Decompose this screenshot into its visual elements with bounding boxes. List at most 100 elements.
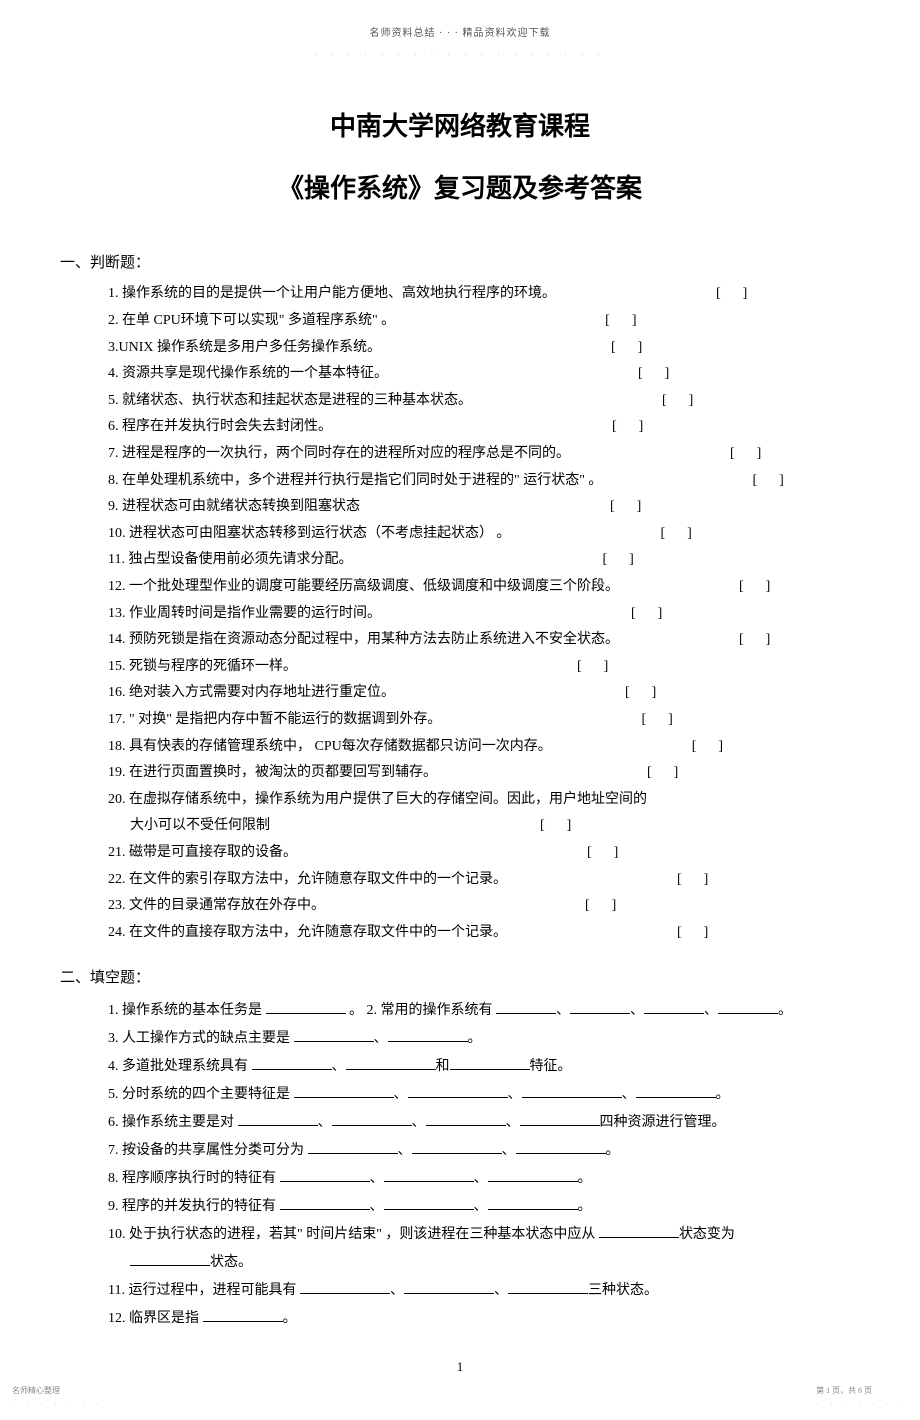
answer-bracket: [ ] xyxy=(647,760,682,787)
period: 。 xyxy=(606,1143,620,1158)
blank xyxy=(280,1196,370,1210)
fill-q4: 4. 多道批处理系统具有 、和特征。 xyxy=(108,1053,860,1081)
blank xyxy=(203,1308,283,1322)
period: 。 xyxy=(716,1087,730,1102)
blank xyxy=(384,1196,474,1210)
judge-row: 8. 在单处理机系统中，多个进程并行执行是指它们同时处于进程的" 运行状态" 。… xyxy=(108,468,860,495)
answer-bracket: [ ] xyxy=(577,654,612,681)
footer-right: 第 1 页，共 6 页 · · · · · · · xyxy=(816,1383,908,1411)
answer-bracket: [ ] xyxy=(585,893,620,920)
fill-q12: 12. 临界区是指 。 xyxy=(108,1305,860,1333)
fill-q10-sub: 状态。 xyxy=(108,1249,860,1277)
answer-bracket: [ ] xyxy=(692,734,727,761)
judge-row: 18. 具有快表的存储管理系统中， CPU每次存储数据都只访问一次内存。[ ] xyxy=(108,734,860,761)
blank xyxy=(426,1112,506,1126)
blank xyxy=(388,1028,468,1042)
sep: 、 xyxy=(318,1115,332,1130)
sep: 、 xyxy=(508,1087,522,1102)
answer-bracket: [ ] xyxy=(605,308,640,335)
sep: 、 xyxy=(370,1171,384,1186)
judge-row: 3.UNIX 操作系统是多用户多任务操作系统。 [ ] xyxy=(108,335,860,362)
blank xyxy=(570,1000,630,1014)
doc-top-dots: · · · · · · · · · · · · · · · · · · xyxy=(60,47,860,62)
judge-text: 7. 进程是程序的一次执行，两个同时存在的进程所对应的程序总是不同的。 xyxy=(108,446,570,461)
judge-text: 12. 一个批处理型作业的调度可能要经历高级调度、低级调度和中级调度三个阶段。 xyxy=(108,579,619,594)
judge-text: 21. 磁带是可直接存取的设备。 xyxy=(108,845,297,860)
judge-row: 24. 在文件的直接存取方法中，允许随意存取文件中的一个记录。[ ] xyxy=(108,920,860,947)
blank xyxy=(308,1140,398,1154)
answer-bracket: [ ] xyxy=(625,680,660,707)
blank xyxy=(636,1084,716,1098)
judge-text: 5. 就绪状态、执行状态和挂起状态是进程的三种基本状态。 xyxy=(108,393,472,408)
answer-bracket: [ ] xyxy=(752,468,787,495)
sep: 、 xyxy=(474,1199,488,1214)
judge-items: 1. 操作系统的目的是提供一个让用户能方便地、高效地执行程序的环境。[ ]2. … xyxy=(60,281,860,946)
fill-q5-text: 5. 分时系统的四个主要特征是 xyxy=(108,1087,294,1102)
blank xyxy=(488,1168,578,1182)
answer-bracket: [ ] xyxy=(610,494,645,521)
blank xyxy=(130,1252,210,1266)
fill-q9: 9. 程序的并发执行的特征有 、、。 xyxy=(108,1193,860,1221)
blank xyxy=(516,1140,606,1154)
judge-text: 16. 绝对装入方式需要对内存地址进行重定位。 xyxy=(108,685,395,700)
judge-text: 23. 文件的目录通常存放在外存中。 xyxy=(108,898,325,913)
judge-text: 2. 在单 CPU环境下可以实现" 多道程序系统" 。 xyxy=(108,313,395,328)
judge-row: 2. 在单 CPU环境下可以实现" 多道程序系统" 。 [ ] xyxy=(108,308,860,335)
blank xyxy=(412,1140,502,1154)
judge-text: 17. " 对换" 是指把内存中暂不能运行的数据调到外存。 xyxy=(108,712,441,727)
judge-row: 7. 进程是程序的一次执行，两个同时存在的进程所对应的程序总是不同的。 [ ] xyxy=(108,441,860,468)
answer-bracket: [ ] xyxy=(739,627,774,654)
fill-q10-c: 状态。 xyxy=(210,1255,252,1270)
fill-items: 1. 操作系统的基本任务是 。 2. 常用的操作系统有 、、、。 3. 人工操作… xyxy=(60,997,860,1333)
footer-left-dots: · · · · · · · xyxy=(12,1398,104,1411)
sep: 、 xyxy=(374,1031,388,1046)
judge-row: 12. 一个批处理型作业的调度可能要经历高级调度、低级调度和中级调度三个阶段。[… xyxy=(108,574,860,601)
fill-q10: 10. 处于执行状态的进程，若其" 时间片结束" ，则该进程在三种基本状态中应从… xyxy=(108,1221,860,1249)
fill-q6: 6. 操作系统主要是对 、、、四种资源进行管理。 xyxy=(108,1109,860,1137)
fill-q1-mid: 。 2. 常用的操作系统有 xyxy=(349,1003,496,1018)
answer-bracket: [ ] xyxy=(587,840,622,867)
blank xyxy=(280,1168,370,1182)
judge-row: 10. 进程状态可由阻塞状态转移到运行状态（不考虑挂起状态） 。[ ] xyxy=(108,521,860,548)
fill-q12-text: 12. 临界区是指 xyxy=(108,1311,203,1326)
sep: 、 xyxy=(704,1003,718,1018)
blank xyxy=(238,1112,318,1126)
fill-q6-b: 四种资源进行管理。 xyxy=(600,1115,726,1130)
footer-right-text: 第 1 页，共 6 页 xyxy=(816,1383,908,1398)
blank xyxy=(332,1112,412,1126)
judge-text: 13. 作业周转时间是指作业需要的运行时间。 xyxy=(108,606,381,621)
judge-row: 11. 独占型设备使用前必须先请求分配。[ ] xyxy=(108,547,860,574)
sep: 、 xyxy=(412,1115,426,1130)
blank xyxy=(294,1084,394,1098)
judge-row: 9. 进程状态可由就绪状态转换到阻塞状态[ ] xyxy=(108,494,860,521)
sep: 、 xyxy=(332,1059,346,1074)
sep: 、 xyxy=(394,1087,408,1102)
judge-text: 22. 在文件的索引存取方法中，允许随意存取文件中的一个记录。 xyxy=(108,872,507,887)
blank xyxy=(384,1168,474,1182)
fill-q9-text: 9. 程序的并发执行的特征有 xyxy=(108,1199,280,1214)
blank xyxy=(300,1280,390,1294)
answer-bracket: [ ] xyxy=(730,441,765,468)
sep: 、 xyxy=(630,1003,644,1018)
sep: 、 xyxy=(506,1115,520,1130)
footer-left-text: 名师精心整理 xyxy=(12,1383,104,1398)
judge-row: 22. 在文件的索引存取方法中，允许随意存取文件中的一个记录。[ ] xyxy=(108,867,860,894)
title-line-2: 《操作系统》复习题及参考答案 xyxy=(60,164,860,213)
judge-text: 1. 操作系统的目的是提供一个让用户能方便地、高效地执行程序的环境。 xyxy=(108,286,556,301)
blank xyxy=(408,1084,508,1098)
blank xyxy=(450,1056,530,1070)
period: 。 xyxy=(283,1311,297,1326)
fill-q1-pre: 1. 操作系统的基本任务是 xyxy=(108,1003,266,1018)
fill-q11: 11. 运行过程中，进程可能具有 、、三种状态。 xyxy=(108,1277,860,1305)
judge-text: 大小可以不受任何限制 xyxy=(130,818,270,833)
judge-text: 15. 死锁与程序的死循环一样。 xyxy=(108,659,297,674)
judge-row: 4. 资源共享是现代操作系统的一个基本特征。[ ] xyxy=(108,361,860,388)
blank xyxy=(599,1224,679,1238)
sep: 、 xyxy=(474,1171,488,1186)
judge-row: 17. " 对换" 是指把内存中暂不能运行的数据调到外存。 [ ] xyxy=(108,707,860,734)
answer-bracket: [ ] xyxy=(611,335,646,362)
blank xyxy=(294,1028,374,1042)
blank xyxy=(496,1000,556,1014)
judge-text: 3.UNIX 操作系统是多用户多任务操作系统。 xyxy=(108,340,381,355)
answer-bracket: [ ] xyxy=(641,707,676,734)
